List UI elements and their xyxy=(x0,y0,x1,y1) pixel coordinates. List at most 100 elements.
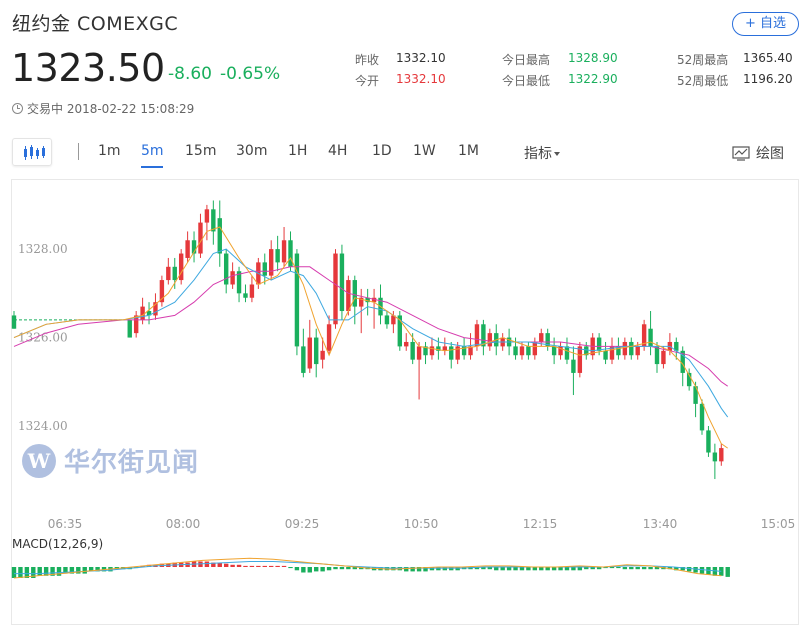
tab-1H[interactable]: 1H xyxy=(288,143,308,159)
draw-button[interactable]: 绘图 xyxy=(732,143,784,163)
macd-histogram-bar xyxy=(558,567,563,571)
candle-body xyxy=(674,341,679,351)
chart-area[interactable] xyxy=(11,179,799,625)
candle-body xyxy=(217,218,222,254)
macd-histogram-bar xyxy=(339,567,345,570)
macd-histogram-bar xyxy=(629,567,634,570)
watermark: W 华尔街见闻 xyxy=(22,442,199,479)
macd-histogram-bar xyxy=(648,567,653,570)
macd-histogram-bar xyxy=(211,562,216,567)
tab-1m[interactable]: 1m xyxy=(98,143,121,159)
tab-30m[interactable]: 30m xyxy=(236,143,268,159)
candle-body xyxy=(326,324,332,351)
day-high-label: 今日最高 xyxy=(502,53,551,67)
candle-body xyxy=(436,346,441,351)
candle-body xyxy=(185,240,190,258)
macd-histogram-bar xyxy=(706,567,711,575)
candle-body xyxy=(230,271,235,285)
indicators-dropdown[interactable]: 指标 xyxy=(524,143,560,163)
macd-histogram-bar xyxy=(571,567,576,571)
candle-body xyxy=(629,341,634,356)
chart-toolbar: 1m 5m 15m 30m 1H 4H 1D 1W 1M 指标 绘图 xyxy=(12,136,799,170)
price-change: -8.60 xyxy=(168,64,212,84)
candle-body xyxy=(429,346,435,356)
macd-histogram-bar xyxy=(699,567,705,574)
macd-histogram-bar xyxy=(519,567,525,571)
macd-histogram-bar xyxy=(680,567,685,571)
candlestick-type-button[interactable] xyxy=(12,138,52,166)
macd-histogram-bar xyxy=(56,567,62,576)
tab-1M[interactable]: 1M xyxy=(458,143,479,159)
candle-body xyxy=(571,359,576,373)
candle-body xyxy=(551,346,557,356)
candlestick-icon xyxy=(24,145,45,160)
macd-histogram-bar xyxy=(506,567,512,571)
instrument-title: 纽约金 COMEXGC xyxy=(12,13,179,35)
candle-body xyxy=(140,306,145,320)
candle-body xyxy=(346,280,351,312)
x-tick-label: 10:50 xyxy=(404,517,439,531)
candle-body xyxy=(288,240,293,267)
wk52-high-value: 1365.40 xyxy=(743,51,793,65)
candle-body xyxy=(223,253,229,285)
candle-body xyxy=(532,341,538,356)
day-high-value: 1328.90 xyxy=(568,51,618,65)
candle-body xyxy=(301,346,306,373)
candle-body xyxy=(686,372,692,387)
candle-body xyxy=(693,386,698,404)
macd-histogram-bar xyxy=(674,567,679,571)
candle-body xyxy=(641,324,647,347)
macd-histogram-bar xyxy=(262,565,267,567)
open-label: 今开 xyxy=(355,74,380,88)
macd-histogram-bar xyxy=(449,567,454,571)
candle-body xyxy=(11,315,17,329)
macd-histogram-bar xyxy=(635,567,640,570)
candle-body xyxy=(680,350,685,373)
candle-body xyxy=(236,271,242,294)
candle-body xyxy=(519,346,525,356)
macd-histogram-bar xyxy=(686,567,692,572)
tab-1W[interactable]: 1W xyxy=(413,143,436,159)
candle-body xyxy=(461,346,467,356)
macd-histogram-bar xyxy=(236,564,242,567)
candle-body xyxy=(243,293,248,298)
active-tab-underline xyxy=(141,166,163,168)
candle-body xyxy=(539,333,544,342)
candle-body xyxy=(307,337,312,369)
y-tick-label: 1326.00 xyxy=(18,331,68,345)
tab-5m[interactable]: 5m xyxy=(141,143,164,159)
macd-histogram-bar xyxy=(416,567,422,572)
macd-histogram-bar xyxy=(474,567,480,570)
macd-histogram-bar xyxy=(481,567,486,570)
candle-body xyxy=(269,249,274,276)
candle-body xyxy=(314,337,319,365)
macd-histogram-bar xyxy=(539,567,544,571)
candle-body xyxy=(545,333,550,347)
tab-15m[interactable]: 15m xyxy=(185,143,217,159)
tab-4H[interactable]: 4H xyxy=(328,143,348,159)
toolbar-divider xyxy=(78,143,79,160)
candle-body xyxy=(584,346,589,356)
candle-body xyxy=(487,333,493,347)
candle-body xyxy=(333,253,338,325)
tab-1D[interactable]: 1D xyxy=(372,143,392,159)
candle-body xyxy=(339,253,345,312)
macd-histogram-bar xyxy=(256,565,261,567)
ma5-line xyxy=(13,226,728,449)
macd-histogram-bar xyxy=(88,567,94,572)
macd-histogram-bar xyxy=(641,567,647,570)
add-watchlist-button[interactable]: + 自选 xyxy=(732,12,799,36)
wk52-low-label: 52周最低 xyxy=(677,74,729,88)
macd-histogram-bar xyxy=(429,567,435,571)
macd-histogram-bar xyxy=(654,567,660,570)
watermark-text: 华尔街见闻 xyxy=(64,448,200,478)
macd-histogram-bar xyxy=(243,565,248,567)
candle-body xyxy=(468,346,473,356)
clock-icon xyxy=(12,103,23,114)
candle-body xyxy=(564,346,570,360)
macd-histogram-bar xyxy=(410,567,415,572)
candle-body xyxy=(719,448,724,462)
macd-histogram-bar xyxy=(500,567,505,571)
candle-body xyxy=(359,297,364,307)
candle-body xyxy=(166,266,171,281)
